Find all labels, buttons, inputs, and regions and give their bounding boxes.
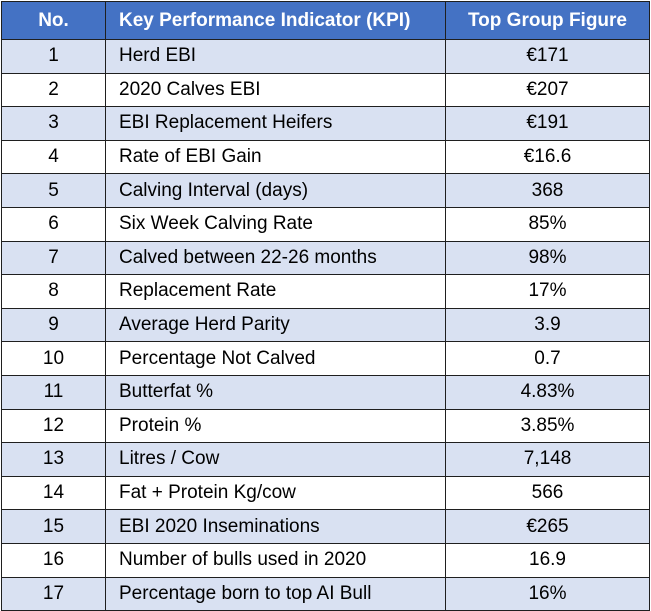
row-number: 6 — [1, 206, 106, 242]
kpi-name: Six Week Calving Rate — [105, 206, 446, 242]
kpi-figure: 17% — [445, 274, 650, 309]
table-row: 12 Protein % 3.85% — [1, 408, 650, 444]
table-row: 17 Percentage born to top AI Bull 16% — [1, 576, 650, 611]
kpi-name: EBI 2020 Inseminations — [105, 509, 446, 544]
row-number: 3 — [1, 106, 106, 141]
table-row: 6 Six Week Calving Rate 85% — [1, 206, 650, 242]
kpi-name: 2020 Calves EBI — [105, 72, 446, 108]
row-number: 7 — [1, 240, 106, 276]
row-number: 14 — [1, 475, 106, 511]
table-row: 11 Butterfat % 4.83% — [1, 374, 650, 410]
row-number: 4 — [1, 139, 106, 175]
kpi-figure: 3.9 — [445, 307, 650, 343]
header-row: No. Key Performance Indicator (KPI) Top … — [1, 1, 650, 40]
kpi-figure: €191 — [445, 106, 650, 141]
kpi-name: Calved between 22-26 months — [105, 240, 446, 276]
kpi-figure: 566 — [445, 475, 650, 511]
kpi-figure: €16.6 — [445, 139, 650, 175]
row-number: 10 — [1, 341, 106, 376]
kpi-figure: €265 — [445, 509, 650, 544]
kpi-name: Protein % — [105, 408, 446, 444]
kpi-figure: 3.85% — [445, 408, 650, 444]
row-number: 15 — [1, 509, 106, 544]
row-number: 5 — [1, 173, 106, 208]
table-row: 5 Calving Interval (days) 368 — [1, 173, 650, 208]
table-row: 3 EBI Replacement Heifers €191 — [1, 106, 650, 141]
table-header: No. Key Performance Indicator (KPI) Top … — [1, 1, 650, 40]
table-row: 14 Fat + Protein Kg/cow 566 — [1, 475, 650, 511]
row-number: 9 — [1, 307, 106, 343]
kpi-name: Average Herd Parity — [105, 307, 446, 343]
table-row: 13 Litres / Cow 7,148 — [1, 442, 650, 477]
table-row: 8 Replacement Rate 17% — [1, 274, 650, 309]
header-figure: Top Group Figure — [445, 1, 650, 40]
kpi-figure: 16% — [445, 576, 650, 611]
table-row: 10 Percentage Not Calved 0.7 — [1, 341, 650, 376]
table-row: 15 EBI 2020 Inseminations €265 — [1, 509, 650, 544]
table-body: 1 Herd EBI €171 2 2020 Calves EBI €207 3… — [1, 39, 650, 611]
kpi-name: Butterfat % — [105, 374, 446, 410]
kpi-name: EBI Replacement Heifers — [105, 106, 446, 141]
table-row: 4 Rate of EBI Gain €16.6 — [1, 139, 650, 175]
kpi-name: Percentage Not Calved — [105, 341, 446, 376]
row-number: 13 — [1, 442, 106, 477]
table-row: 16 Number of bulls used in 2020 16.9 — [1, 542, 650, 578]
table-row: 1 Herd EBI €171 — [1, 39, 650, 74]
header-no: No. — [1, 1, 106, 40]
kpi-name: Replacement Rate — [105, 274, 446, 309]
kpi-name: Calving Interval (days) — [105, 173, 446, 208]
kpi-name: Number of bulls used in 2020 — [105, 542, 446, 578]
kpi-name: Fat + Protein Kg/cow — [105, 475, 446, 511]
table-row: 9 Average Herd Parity 3.9 — [1, 307, 650, 343]
kpi-figure: 368 — [445, 173, 650, 208]
row-number: 8 — [1, 274, 106, 309]
kpi-name: Percentage born to top AI Bull — [105, 576, 446, 611]
kpi-name: Litres / Cow — [105, 442, 446, 477]
row-number: 16 — [1, 542, 106, 578]
kpi-figure: 4.83% — [445, 374, 650, 410]
row-number: 2 — [1, 72, 106, 108]
header-kpi: Key Performance Indicator (KPI) — [105, 1, 446, 40]
row-number: 1 — [1, 39, 106, 74]
table-row: 2 2020 Calves EBI €207 — [1, 72, 650, 108]
kpi-figure: €171 — [445, 39, 650, 74]
kpi-figure: 85% — [445, 206, 650, 242]
kpi-figure: 16.9 — [445, 542, 650, 578]
kpi-name: Rate of EBI Gain — [105, 139, 446, 175]
row-number: 12 — [1, 408, 106, 444]
row-number: 17 — [1, 576, 106, 611]
kpi-figure: 0.7 — [445, 341, 650, 376]
table-row: 7 Calved between 22-26 months 98% — [1, 240, 650, 276]
kpi-figure: 7,148 — [445, 442, 650, 477]
row-number: 11 — [1, 374, 106, 410]
kpi-figure: 98% — [445, 240, 650, 276]
kpi-name: Herd EBI — [105, 39, 446, 74]
kpi-figure: €207 — [445, 72, 650, 108]
